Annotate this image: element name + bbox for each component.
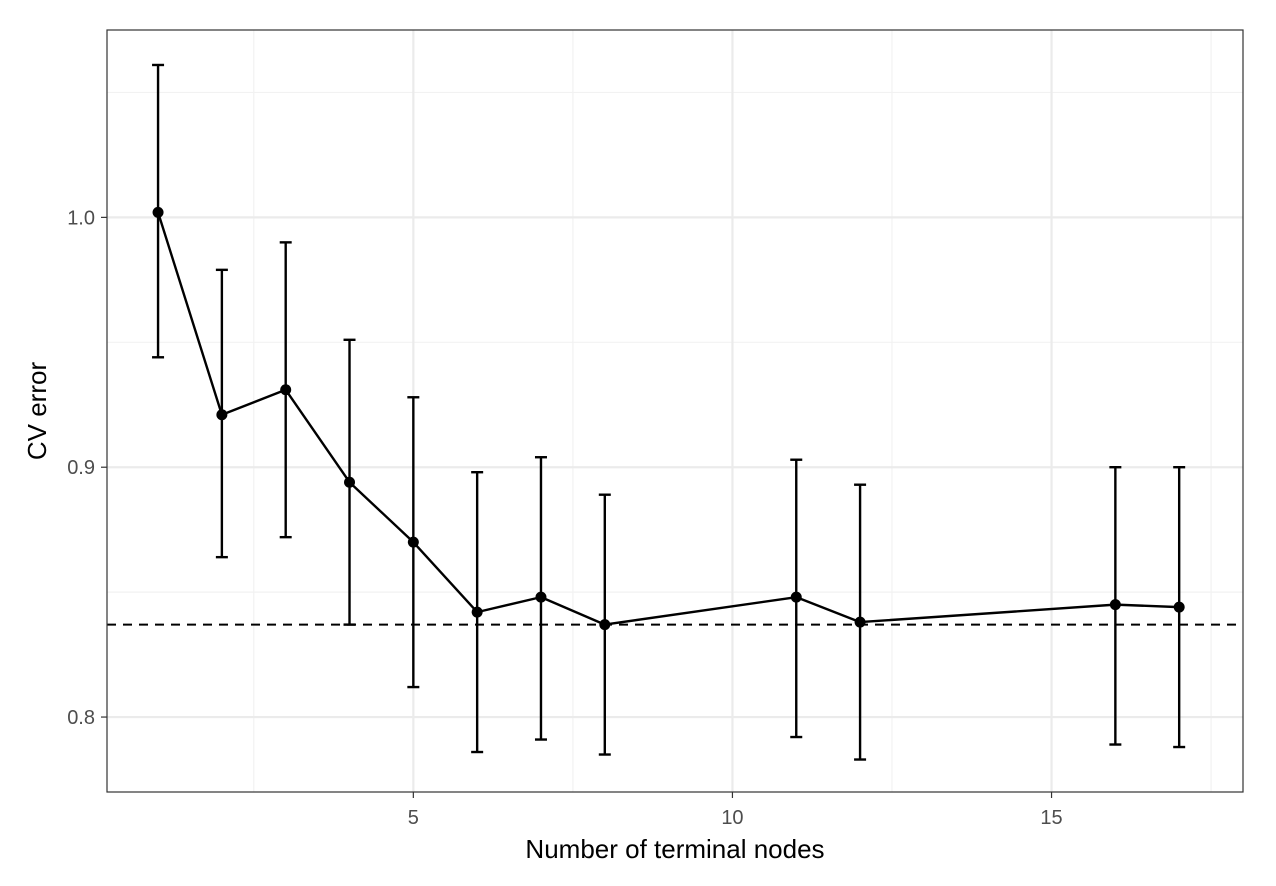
grid-layer (107, 30, 1243, 792)
data-point (854, 616, 866, 628)
x-tick-label: 5 (408, 807, 419, 829)
x-axis-ticks: 5 10 15 (408, 792, 1063, 829)
data-point (216, 409, 228, 421)
data-point (280, 384, 292, 396)
data-point (1173, 601, 1185, 613)
data-point (152, 206, 164, 218)
error-bar-layer (152, 63, 1186, 761)
data-point (790, 591, 802, 603)
data-point (535, 591, 547, 603)
x-tick-label: 10 (721, 807, 743, 829)
y-tick-label: 0.8 (67, 707, 95, 729)
data-point (344, 476, 356, 488)
data-point (1109, 599, 1121, 611)
series-line (156, 212, 1180, 626)
data-point (407, 536, 419, 548)
panel-border (106, 29, 1244, 793)
y-tick-label: 0.9 (67, 457, 95, 479)
series-line-layer (156, 212, 1180, 626)
point-layer (152, 206, 1185, 631)
y-axis-ticks: 0.8 0.9 1.0 (67, 207, 107, 729)
y-axis-title: CV error (22, 362, 52, 461)
y-tick-label: 1.0 (67, 207, 95, 229)
data-point (599, 619, 611, 631)
data-point (471, 606, 483, 618)
x-axis-title: Number of terminal nodes (525, 834, 824, 864)
x-tick-label: 15 (1040, 807, 1062, 829)
